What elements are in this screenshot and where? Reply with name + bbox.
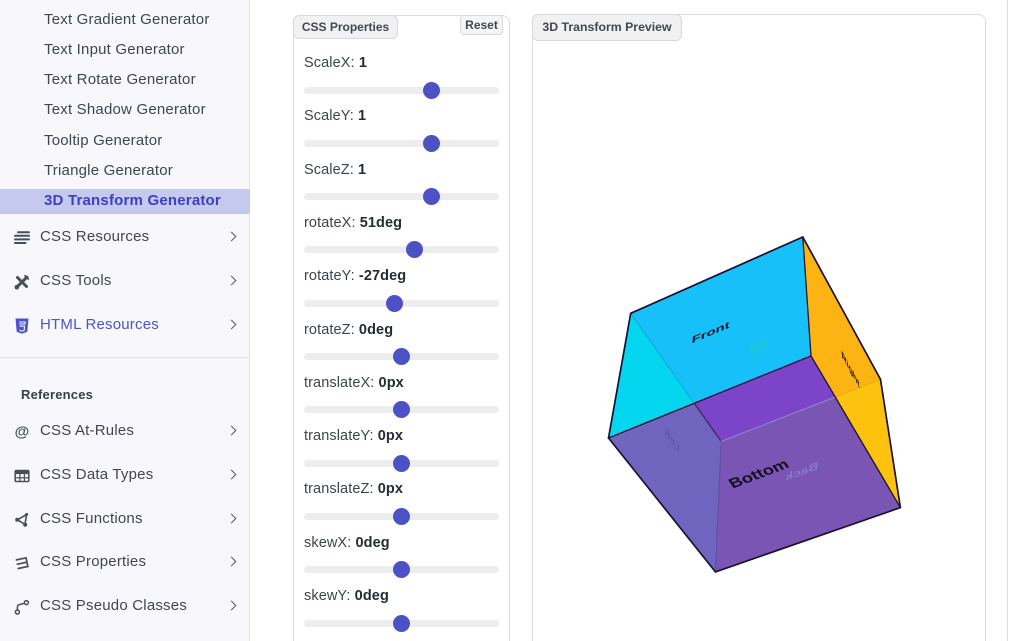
svg-text:@: @ bbox=[15, 424, 30, 441]
